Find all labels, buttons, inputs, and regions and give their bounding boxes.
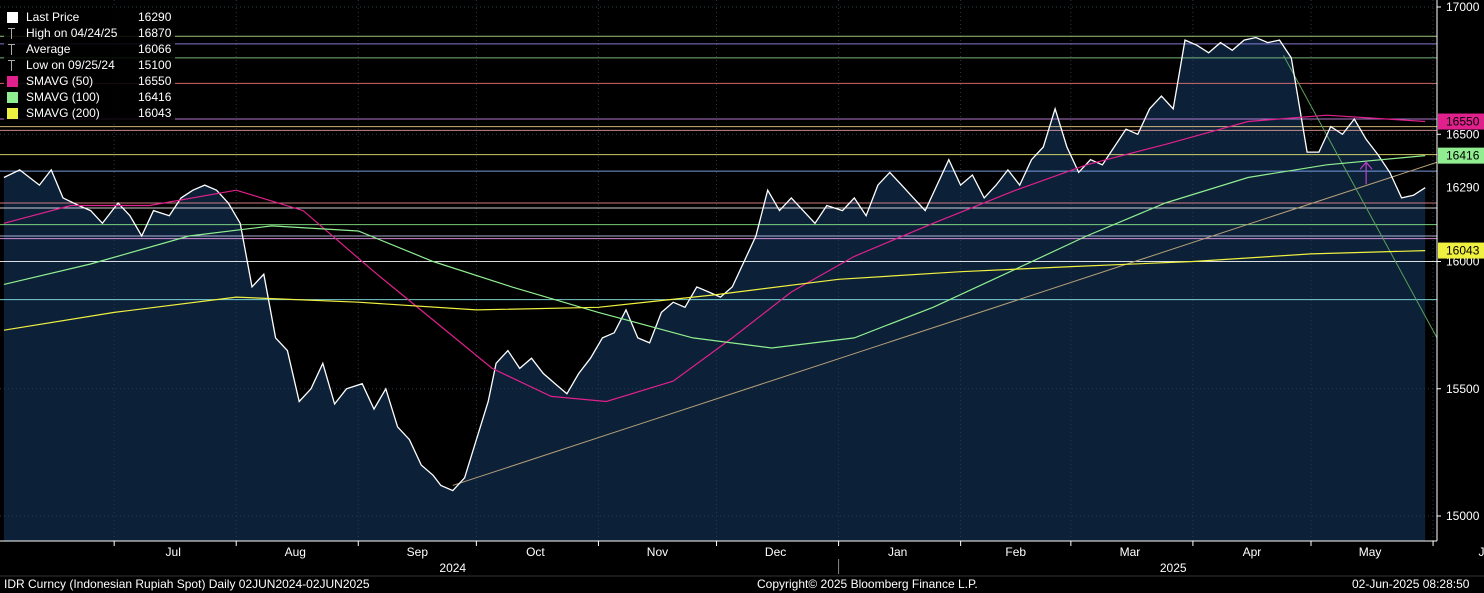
plot-area: 1500015500160001650017000162901655016416… (0, 0, 1484, 577)
sma-value-badge (1438, 147, 1484, 164)
legend-label: SMAVG (100) (26, 90, 100, 104)
legend-label: Low on 09/25/24 (26, 58, 115, 72)
x-tick-label: Aug (285, 545, 306, 559)
legend-value: 16043 (138, 106, 172, 120)
x-tick-label: Jan (888, 545, 907, 559)
y-tick-label: 15500 (1446, 382, 1480, 396)
series-line-last-price (3, 36, 1426, 492)
year-label: 2024 (439, 561, 466, 575)
legend-value: 16290 (138, 10, 172, 24)
legend-label: High on 04/24/25 (26, 26, 118, 40)
legend-value: 16870 (138, 26, 172, 40)
y-tick-label: 15000 (1446, 509, 1480, 523)
legend-item: SMAVG (50) 16550 (6, 73, 171, 89)
series-line-smavg-50- (3, 114, 1426, 403)
x-tick-label: Jul (166, 545, 181, 559)
x-tick-label: Jun (1479, 545, 1484, 559)
legend-value: 15100 (138, 58, 172, 72)
legend-value: 16550 (138, 74, 172, 88)
legend-label: SMAVG (200) (26, 106, 100, 120)
last-price-label: 16290 (1446, 181, 1480, 195)
y-tick-label: 17000 (1446, 0, 1480, 14)
timestamp: 02-Jun-2025 08:28:50 (1352, 577, 1470, 591)
x-tick-label: Dec (765, 545, 786, 559)
legend-item: Average 16066 (6, 41, 171, 57)
chart-legend: Last Price 16290 High on 04/24/25 16870 Aver… (4, 8, 176, 123)
legend-label: Average (26, 42, 71, 56)
legend-item: SMAVG (100) 16416 (6, 89, 171, 105)
y-tick-label: 16500 (1446, 127, 1480, 141)
last-price-badge (1438, 179, 1484, 196)
x-tick-label: Apr (1243, 545, 1262, 559)
sma-value-label: 16416 (1446, 149, 1480, 163)
x-tick-label: Nov (647, 545, 668, 559)
color-swatch-icon (6, 11, 20, 23)
x-tick-label: Mar (1120, 545, 1141, 559)
legend-value: 16416 (138, 90, 172, 104)
legend-label: Last Price (26, 10, 80, 24)
arrow-marker-icon (1359, 161, 1373, 185)
x-tick-label: Sep (407, 545, 429, 559)
color-swatch-icon (6, 107, 20, 119)
year-label: 2025 (1160, 561, 1187, 575)
legend-item: Last Price 16290 (6, 9, 171, 25)
color-swatch-icon (6, 75, 20, 87)
marker-icon (6, 59, 20, 71)
x-tick-label: Feb (1005, 545, 1026, 559)
sma-value-label: 16550 (1446, 115, 1480, 129)
legend-item: High on 04/24/25 16870 (6, 25, 171, 41)
series-line-smavg-100- (3, 155, 1426, 349)
sma-value-label: 16043 (1446, 244, 1480, 258)
legend-label: SMAVG (50) (26, 74, 94, 88)
x-tick-label: May (1359, 545, 1382, 559)
sma-value-badge (1438, 113, 1484, 130)
marker-icon (6, 27, 20, 39)
last-price-area (3, 37, 1426, 541)
copyright-text: Copyright© 2025 Bloomberg Finance L.P. (757, 577, 978, 591)
ticker-description: IDR Curncy (Indonesian Rupiah Spot) Dail… (4, 577, 370, 591)
trendline (1283, 55, 1438, 339)
legend-item: SMAVG (200) 16043 (6, 105, 171, 121)
legend-value: 16066 (138, 42, 172, 56)
series-line-smavg-200- (3, 250, 1426, 331)
legend-item: Low on 09/25/24 15100 (6, 57, 171, 73)
trendline (452, 161, 1438, 486)
x-tick-label: Oct (526, 545, 545, 559)
color-swatch-icon (6, 91, 20, 103)
marker-icon (6, 43, 20, 55)
sma-value-badge (1438, 242, 1484, 259)
